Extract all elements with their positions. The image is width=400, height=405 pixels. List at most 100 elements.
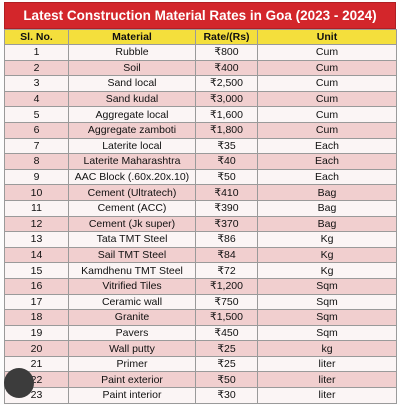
table-row: 6 Aggregate zamboti ₹1,800 Cum xyxy=(4,121,397,139)
table-cell: Cum xyxy=(257,59,397,77)
table-cell: Paint exterior xyxy=(68,371,196,389)
table-cell: ₹400 xyxy=(195,59,258,77)
table-cell: Bag xyxy=(257,184,397,201)
table-cell: 6 xyxy=(4,121,69,139)
table-cell: Granite xyxy=(68,309,196,326)
table-cell: liter xyxy=(257,387,397,404)
table-cell: Kg xyxy=(257,246,397,264)
table-cell: Soil xyxy=(68,59,196,77)
table-row: 17 Ceramic wall ₹750 Sqm xyxy=(4,293,397,311)
table-cell: Rubble xyxy=(68,44,196,61)
table-row: 11 Cement (ACC) ₹390 Bag xyxy=(4,199,397,217)
table-cell: 7 xyxy=(4,137,69,155)
table-cell: ₹2,500 xyxy=(195,75,258,92)
table-cell: ₹72 xyxy=(195,262,258,279)
table-cell: ₹25 xyxy=(195,340,258,357)
table-cell: Sqm xyxy=(257,309,397,326)
table-cell: Sand local xyxy=(68,75,196,92)
table-cell: Wall putty xyxy=(68,340,196,357)
table-cell: Laterite Maharashtra xyxy=(68,153,196,170)
table-cell: ₹86 xyxy=(195,231,258,248)
table-cell: ₹370 xyxy=(195,215,258,233)
table-row: 8 Laterite Maharashtra ₹40 Each xyxy=(4,153,397,170)
table-cell: ₹50 xyxy=(195,371,258,389)
table-cell: 16 xyxy=(4,277,69,295)
table-cell: Cum xyxy=(257,121,397,139)
table-row: 1 Rubble ₹800 Cum xyxy=(4,44,397,61)
table-row: 15 Kamdhenu TMT Steel ₹72 Kg xyxy=(4,262,397,279)
table-cell: Cement (Jk super) xyxy=(68,215,196,233)
table-cell: 8 xyxy=(4,153,69,170)
table-cell: ₹1,600 xyxy=(195,106,258,123)
title-bar: Latest Construction Material Rates in Go… xyxy=(4,2,396,29)
table-cell: ₹1,200 xyxy=(195,277,258,295)
table-cell: Cement (ACC) xyxy=(68,199,196,217)
table-cell: Cum xyxy=(257,44,397,61)
table-cell: 15 xyxy=(4,262,69,279)
table-cell: Kg xyxy=(257,231,397,248)
table-cell: 19 xyxy=(4,324,69,342)
table-cell: Kg xyxy=(257,262,397,279)
table-cell: 4 xyxy=(4,90,69,108)
table-cell: 11 xyxy=(4,199,69,217)
table-cell: 18 xyxy=(4,309,69,326)
table-cell: ₹3,000 xyxy=(195,90,258,108)
table-cell: Laterite local xyxy=(68,137,196,155)
table-cell: ₹30 xyxy=(195,387,258,404)
table-cell: ₹1,800 xyxy=(195,121,258,139)
table-cell: ₹35 xyxy=(195,137,258,155)
table-cell: Bag xyxy=(257,215,397,233)
header-cell: Sl. No. xyxy=(4,29,69,45)
table-cell: Sail TMT Steel xyxy=(68,246,196,264)
table-cell: Primer xyxy=(68,355,196,373)
table-cell: Cum xyxy=(257,90,397,108)
table-cell: ₹25 xyxy=(195,355,258,373)
table-cell: 1 xyxy=(4,44,69,61)
table-row: 19 Pavers ₹450 Sqm xyxy=(4,324,397,342)
header-cell: Material xyxy=(68,29,196,45)
table-row: 13 Tata TMT Steel ₹86 Kg xyxy=(4,231,397,248)
table-cell: ₹390 xyxy=(195,199,258,217)
lens-icon[interactable] xyxy=(4,368,34,398)
table-cell: 20 xyxy=(4,340,69,357)
table-row: 4 Sand kudal ₹3,000 Cum xyxy=(4,90,397,108)
table-cell: Bag xyxy=(257,199,397,217)
table-row: 9 AAC Block (.60x.20x.10) ₹50 Each xyxy=(4,168,397,186)
table-cell: Paint interior xyxy=(68,387,196,404)
table-cell: ₹84 xyxy=(195,246,258,264)
table-row: 5 Aggregate local ₹1,600 Cum xyxy=(4,106,397,123)
table-row: 14 Sail TMT Steel ₹84 Kg xyxy=(4,246,397,264)
table-cell: Aggregate zamboti xyxy=(68,121,196,139)
table-cell: ₹410 xyxy=(195,184,258,201)
table-row: 10 Cement (Ultratech) ₹410 Bag xyxy=(4,184,397,201)
table-cell: Ceramic wall xyxy=(68,293,196,311)
table-cell: Sand kudal xyxy=(68,90,196,108)
table-row: 2 Soil ₹400 Cum xyxy=(4,59,397,77)
table-cell: 9 xyxy=(4,168,69,186)
table-cell: ₹50 xyxy=(195,168,258,186)
table-row: 22 Paint exterior ₹50 liter xyxy=(4,371,397,389)
table-cell: ₹750 xyxy=(195,293,258,311)
table-cell: ₹800 xyxy=(195,44,258,61)
table-cell: 17 xyxy=(4,293,69,311)
table-row: 16 Vitrified Tiles ₹1,200 Sqm xyxy=(4,277,397,295)
table-row: 3 Sand local ₹2,500 Cum xyxy=(4,75,397,92)
table-cell: Sqm xyxy=(257,293,397,311)
table-cell: Tata TMT Steel xyxy=(68,231,196,248)
table-cell: liter xyxy=(257,371,397,389)
table-row: 12 Cement (Jk super) ₹370 Bag xyxy=(4,215,397,233)
table-cell: Each xyxy=(257,153,397,170)
table-cell: 12 xyxy=(4,215,69,233)
table-cell: liter xyxy=(257,355,397,373)
table-cell: 5 xyxy=(4,106,69,123)
table-cell: Cum xyxy=(257,75,397,92)
table-cell: 13 xyxy=(4,231,69,248)
table-cell: Cement (Ultratech) xyxy=(68,184,196,201)
table-row: 20 Wall putty ₹25 kg xyxy=(4,340,397,357)
header-cell: Unit xyxy=(257,29,397,45)
table-cell: Aggregate local xyxy=(68,106,196,123)
table-cell: ₹40 xyxy=(195,153,258,170)
table-cell: 2 xyxy=(4,59,69,77)
table-cell: Pavers xyxy=(68,324,196,342)
